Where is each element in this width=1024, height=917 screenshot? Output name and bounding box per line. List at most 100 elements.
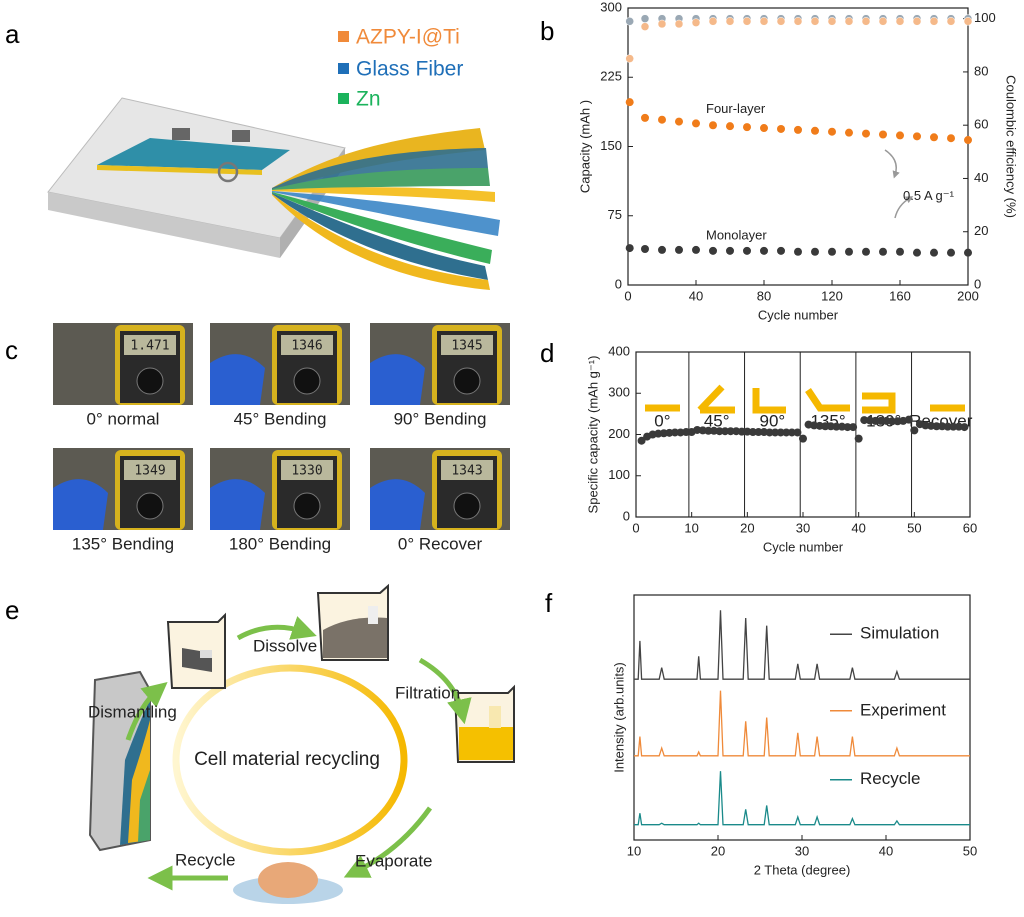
y-tick-label: 300 (608, 385, 630, 400)
legend-label: Experiment (860, 700, 946, 719)
point (709, 246, 717, 255)
zoom-circle (217, 161, 239, 183)
photo-caption: 0° Recover (398, 534, 483, 553)
point (810, 17, 820, 26)
dial (453, 492, 481, 520)
tab (232, 130, 250, 142)
point (871, 416, 880, 425)
point (828, 247, 836, 256)
point (748, 428, 757, 437)
point (640, 22, 650, 31)
bend-icons (645, 384, 965, 414)
point (862, 129, 870, 138)
point (888, 417, 897, 426)
y-tick-label: 300 (600, 0, 622, 14)
point (640, 14, 650, 23)
point (692, 245, 700, 254)
point (657, 19, 667, 29)
point (794, 125, 802, 134)
beaker (453, 684, 515, 763)
plot-frame (627, 7, 969, 286)
series-label: Four-layer (706, 101, 766, 116)
glove (210, 354, 265, 405)
point (879, 130, 887, 139)
point (964, 136, 972, 145)
step-label: Evaporate (355, 851, 433, 870)
point (708, 17, 718, 26)
arrow (125, 681, 168, 741)
cell (97, 138, 290, 170)
point (777, 246, 785, 255)
glove (370, 354, 425, 405)
point (675, 245, 683, 254)
point (844, 17, 854, 26)
y-tick-label: 75 (608, 207, 622, 222)
point (793, 428, 802, 437)
point (929, 17, 939, 26)
point (845, 128, 853, 137)
x-tick-label: 60 (963, 520, 977, 535)
point (794, 247, 802, 256)
point (964, 248, 972, 257)
tab (172, 128, 190, 140)
point (845, 247, 853, 256)
y-tick-label: 400 (608, 343, 630, 358)
glove (53, 479, 108, 530)
point (896, 247, 904, 256)
point (854, 434, 863, 443)
point (963, 17, 973, 26)
point (913, 248, 921, 257)
legend-label: Recycle (860, 769, 920, 788)
plate-edge (48, 192, 280, 258)
meter-reading: 1330 (291, 464, 322, 479)
point (876, 416, 885, 425)
y-tick-label: 225 (600, 69, 622, 84)
y2-tick-label: 0 (974, 276, 981, 291)
x-tick-label: 40 (689, 288, 703, 303)
y-axis-label: Capacity (mAh ) (577, 100, 592, 193)
y-tick-label: 100 (608, 467, 630, 482)
point (782, 428, 791, 437)
photo-caption: 45° Bending (234, 409, 327, 428)
point (821, 422, 830, 431)
point (625, 244, 634, 253)
point (827, 17, 837, 26)
panel-e: e Cell material recycling Dissolve Filtr… (5, 583, 515, 904)
panel-label: f (545, 588, 553, 618)
point (754, 428, 763, 437)
step-label: Recycle (175, 850, 235, 869)
point (743, 123, 751, 132)
beaker (166, 612, 226, 689)
point (947, 134, 955, 143)
point (843, 423, 852, 432)
point (625, 17, 634, 26)
point (943, 422, 952, 431)
x-tick-label: 30 (795, 843, 809, 858)
point (691, 18, 701, 27)
photo-caption: 90° Bending (394, 409, 487, 428)
x-axis-label: 2 Theta (degree) (754, 862, 851, 877)
point (742, 17, 752, 26)
line (634, 690, 970, 757)
point (760, 246, 768, 255)
point (913, 132, 921, 141)
point (692, 119, 700, 128)
point (849, 423, 858, 432)
point (776, 17, 786, 26)
point (725, 17, 735, 26)
point (765, 428, 774, 437)
dial (136, 492, 164, 520)
x-tick-label: 0 (632, 520, 639, 535)
powder (258, 862, 318, 898)
lcd (281, 335, 333, 355)
lcd (124, 335, 176, 355)
line (634, 771, 970, 826)
point (777, 124, 785, 133)
point (709, 121, 717, 130)
beaker (316, 583, 389, 661)
point (832, 422, 841, 431)
layer-fan (272, 128, 500, 290)
meter-reading: 1345 (451, 339, 482, 354)
annotation-arrow (884, 149, 900, 179)
